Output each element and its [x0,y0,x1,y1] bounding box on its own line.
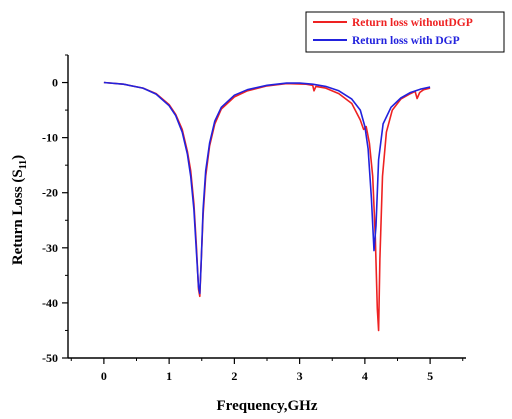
y-axis-title-end: ) [10,155,26,160]
legend: Return loss withoutDGP Return loss with … [305,11,505,53]
y-tick-label: -10 [42,131,58,145]
y-tick-label: 0 [52,76,58,90]
y-axis-title-main: Return Loss (S [10,169,26,265]
legend-label-without-dgp: Return loss withoutDGP [352,17,473,29]
y-tick-label: -50 [42,351,58,365]
y-tick-label: -30 [42,241,58,255]
x-tick-label: 1 [166,369,172,383]
plot-frame [67,55,466,359]
x-tick-label: 0 [101,369,107,383]
x-tick-label: 3 [297,369,303,383]
series-line-without-dgp [103,81,431,332]
y-axis-ticks: 0 -10 -20 -30 -40 -50 [42,54,68,365]
series-layer [103,81,431,332]
legend-label-with-dgp: Return loss with DGP [352,35,460,47]
y-axis-title-subscript: 11 [18,160,29,169]
x-tick-label: 4 [362,369,368,383]
y-axis-title: Return Loss (S11) [10,155,29,265]
x-axis-ticks: 0 1 2 3 4 5 [70,358,464,383]
series-line-with-dgp [103,81,431,295]
x-tick-label: 5 [427,369,433,383]
x-tick-label: 2 [231,369,237,383]
y-tick-label: -20 [42,186,58,200]
x-axis-title: Frequency,GHz [217,398,318,414]
y-tick-label: -40 [42,296,58,310]
legend-box [305,11,505,53]
